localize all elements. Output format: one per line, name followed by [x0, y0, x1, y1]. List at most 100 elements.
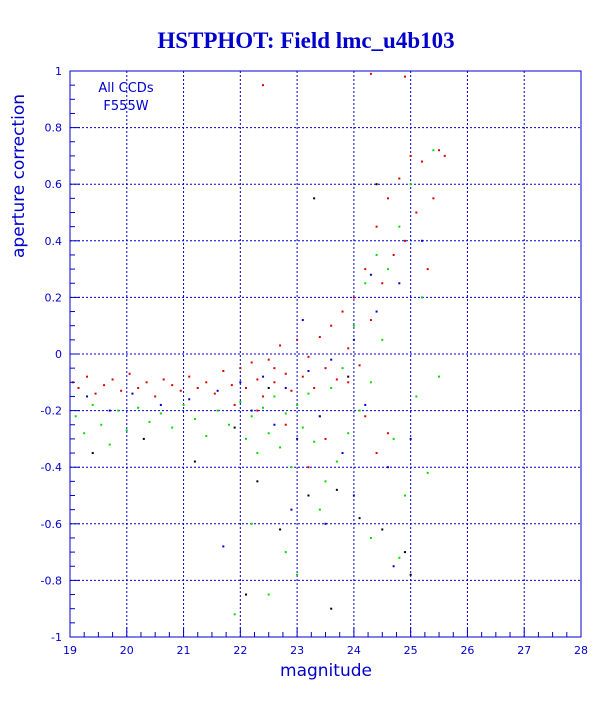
data-point-blue	[159, 403, 162, 406]
data-point-green	[117, 409, 120, 412]
y-tick-label: -0.4	[41, 461, 62, 474]
data-point-red	[245, 386, 248, 389]
data-point-red	[409, 154, 412, 157]
data-point-green	[318, 508, 321, 511]
data-point-red	[335, 378, 338, 381]
data-point-red	[375, 225, 378, 228]
data-point-green	[330, 386, 333, 389]
data-point-red	[358, 364, 361, 367]
data-point-red	[239, 367, 242, 370]
data-point-green	[91, 403, 94, 406]
data-point-red	[324, 367, 327, 370]
data-point-red	[369, 319, 372, 322]
data-point-green	[279, 446, 282, 449]
data-point-black	[142, 437, 145, 440]
data-point-red	[137, 386, 140, 389]
data-point-black	[330, 607, 333, 610]
data-point-blue	[250, 409, 253, 412]
data-point-blue	[369, 273, 372, 276]
data-point-black	[313, 197, 316, 200]
data-point-blue	[262, 375, 265, 378]
y-tick-label: -0.6	[41, 518, 62, 531]
data-point-green	[347, 432, 350, 435]
data-point-blue	[108, 409, 111, 412]
data-point-red	[279, 344, 282, 347]
data-point-green	[324, 480, 327, 483]
data-point-black	[409, 573, 412, 576]
data-point-red	[403, 239, 406, 242]
data-point-red	[94, 392, 97, 395]
data-point-green	[262, 406, 265, 409]
data-point-green	[341, 367, 344, 370]
data-point-green	[148, 420, 151, 423]
data-point-blue	[352, 338, 355, 341]
data-point-blue	[375, 310, 378, 313]
data-point-red	[120, 389, 123, 392]
data-point-green	[74, 415, 77, 418]
x-tick-label: 20	[120, 644, 134, 657]
data-point-red	[179, 389, 182, 392]
data-point-red	[307, 355, 310, 358]
data-point-blue	[392, 565, 395, 568]
data-point-red	[222, 369, 225, 372]
data-point-blue	[222, 545, 225, 548]
data-point-red	[364, 268, 367, 271]
data-point-red	[369, 72, 372, 75]
data-point-green	[426, 471, 429, 474]
data-point-green	[284, 412, 287, 415]
data-point-black	[347, 375, 350, 378]
data-point-red	[352, 296, 355, 299]
data-point-red	[426, 268, 429, 271]
data-point-blue	[386, 466, 389, 469]
data-point-red	[86, 375, 89, 378]
data-point-green	[358, 409, 361, 412]
data-point-blue	[301, 319, 304, 322]
data-point-red	[128, 372, 131, 375]
data-point-green	[205, 435, 208, 438]
data-point-red	[256, 409, 259, 412]
x-tick-label: 21	[177, 644, 191, 657]
data-point-green	[256, 452, 259, 455]
data-point-black	[245, 593, 248, 596]
data-point-red	[284, 423, 287, 426]
data-point-red	[347, 347, 350, 350]
y-tick-label: -1	[51, 631, 62, 644]
data-point-red	[273, 381, 276, 384]
data-point-blue	[290, 508, 293, 511]
data-point-green	[284, 551, 287, 554]
data-point-red	[188, 375, 191, 378]
data-point-green	[369, 536, 372, 539]
data-point-green	[438, 375, 441, 378]
data-points	[71, 72, 446, 616]
data-point-red	[313, 386, 316, 389]
data-point-red	[284, 372, 287, 375]
data-point-red	[421, 160, 424, 163]
x-axis-label: magnitude	[280, 661, 372, 681]
chart-title: HSTPHOT: Field lmc_u4b103	[157, 28, 454, 53]
data-point-blue	[188, 398, 191, 401]
data-point-red	[262, 84, 265, 87]
data-point-red	[205, 381, 208, 384]
data-point-black	[91, 452, 94, 455]
data-point-green	[245, 437, 248, 440]
data-point-green	[137, 406, 140, 409]
data-point-red	[290, 389, 293, 392]
y-tick-labels: 1 0.8 0.6 0.4 0.2 0 -0.2 -0.4 -0.6 -0.8 -1	[41, 65, 62, 644]
data-point-red	[171, 384, 174, 387]
data-point-red	[233, 403, 236, 406]
data-point-red	[145, 381, 148, 384]
x-tick-label: 27	[517, 644, 531, 657]
x-tick-label: 26	[460, 644, 474, 657]
data-point-red	[438, 149, 441, 152]
data-point-red	[375, 452, 378, 455]
y-axis-label: aperture correction	[9, 94, 29, 258]
data-point-red	[398, 177, 401, 180]
grid-lines	[70, 71, 581, 637]
data-point-green	[301, 426, 304, 429]
y-tick-label: 0.2	[45, 291, 63, 304]
data-point-green	[421, 296, 424, 299]
data-point-green	[250, 415, 253, 418]
data-point-black	[256, 480, 259, 483]
data-point-red	[196, 386, 199, 389]
